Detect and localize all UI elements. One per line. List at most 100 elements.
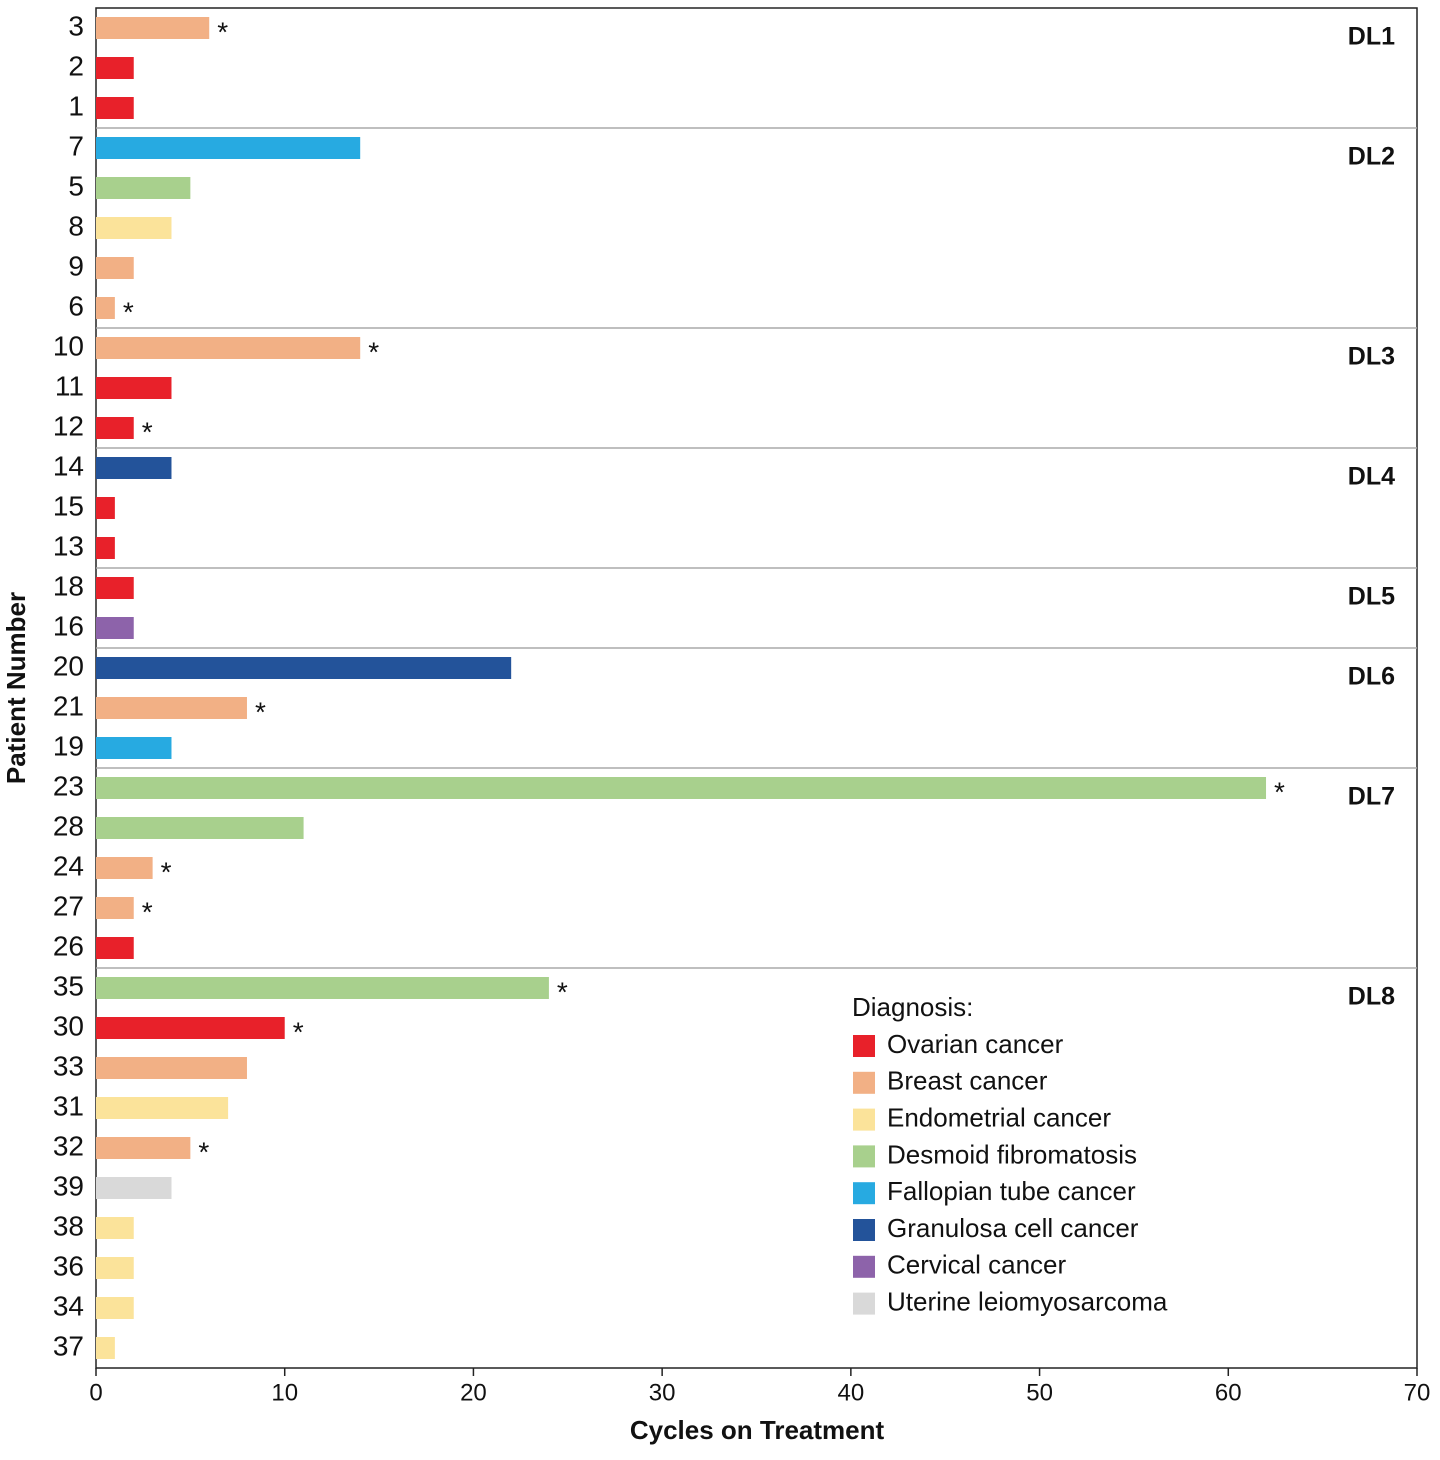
bar xyxy=(96,737,172,759)
legend-swatch xyxy=(853,1292,875,1315)
x-tick-label: 40 xyxy=(838,1379,865,1406)
bar xyxy=(96,177,191,199)
y-tick-label: 32 xyxy=(53,1130,84,1161)
legend-label: Fallopian tube cancer xyxy=(887,1176,1136,1206)
ongoing-marker: * xyxy=(161,856,172,887)
y-tick-label: 37 xyxy=(53,1330,84,1361)
y-tick-label: 8 xyxy=(68,210,84,241)
bar xyxy=(96,97,134,119)
bar xyxy=(96,1337,115,1359)
bar xyxy=(96,1297,134,1319)
legend-label: Endometrial cancer xyxy=(887,1102,1111,1132)
y-tick-label: 36 xyxy=(53,1250,84,1281)
y-tick-label: 10 xyxy=(53,330,84,361)
y-tick-label: 19 xyxy=(53,730,84,761)
bar xyxy=(96,297,115,319)
bar xyxy=(96,817,304,839)
ongoing-marker: * xyxy=(557,976,568,1007)
y-tick-label: 12 xyxy=(53,410,84,441)
bar xyxy=(96,377,172,399)
bar xyxy=(96,777,1267,799)
bar xyxy=(96,1137,191,1159)
y-tick-label: 35 xyxy=(53,970,84,1001)
y-axis-title: Patient Number xyxy=(1,592,31,784)
dose-level-label: DL8 xyxy=(1348,983,1395,1011)
y-tick-label: 7 xyxy=(68,130,84,161)
y-tick-label: 11 xyxy=(55,370,84,401)
y-tick-label: 26 xyxy=(53,930,84,961)
bar xyxy=(96,497,115,519)
y-tick-label: 2 xyxy=(68,50,84,81)
x-axis-title: Cycles on Treatment xyxy=(630,1415,885,1445)
ongoing-marker: * xyxy=(198,1136,209,1167)
bar xyxy=(96,1057,247,1079)
y-tick-label: 21 xyxy=(53,690,84,721)
y-tick-label: 38 xyxy=(53,1210,84,1241)
y-tick-label: 13 xyxy=(53,530,84,561)
y-tick-label: 24 xyxy=(53,850,84,881)
bar xyxy=(96,577,134,599)
y-tick-label: 9 xyxy=(68,250,84,281)
bar xyxy=(96,937,134,959)
dose-level-label: DL5 xyxy=(1348,583,1395,611)
bar xyxy=(96,57,134,79)
dose-level-label: DL1 xyxy=(1348,23,1395,51)
legend-label: Cervical cancer xyxy=(887,1250,1067,1280)
legend-title: Diagnosis: xyxy=(852,992,973,1022)
x-tick-label: 0 xyxy=(89,1379,102,1406)
y-tick-label: 18 xyxy=(53,570,84,601)
y-tick-label: 30 xyxy=(53,1010,84,1041)
legend-label: Ovarian cancer xyxy=(887,1029,1064,1059)
y-tick-label: 34 xyxy=(53,1290,84,1321)
legend-swatch xyxy=(853,1108,875,1131)
bar xyxy=(96,1097,229,1119)
ongoing-marker: * xyxy=(1274,776,1285,807)
x-tick-label: 30 xyxy=(649,1379,676,1406)
bar xyxy=(96,897,134,919)
legend-label: Granulosa cell cancer xyxy=(887,1213,1139,1243)
y-tick-label: 14 xyxy=(53,450,84,481)
x-tick-label: 60 xyxy=(1215,1379,1242,1406)
bar xyxy=(96,1177,172,1199)
dose-level-label: DL3 xyxy=(1348,343,1395,371)
legend-swatch xyxy=(853,1071,875,1094)
x-tick-label: 70 xyxy=(1404,1379,1431,1406)
bar xyxy=(96,417,134,439)
bar xyxy=(96,457,172,479)
legend-swatch xyxy=(853,1182,875,1205)
bar xyxy=(96,657,512,679)
bar xyxy=(96,1257,134,1279)
legend-swatch xyxy=(853,1145,875,1168)
ongoing-marker: * xyxy=(368,336,379,367)
y-tick-label: 1 xyxy=(68,90,84,121)
legend-label: Breast cancer xyxy=(887,1066,1048,1096)
bar xyxy=(96,217,172,239)
y-tick-label: 15 xyxy=(53,490,84,521)
y-tick-label: 39 xyxy=(53,1170,84,1201)
y-tick-label: 20 xyxy=(53,650,84,681)
bar xyxy=(96,857,153,879)
x-tick-label: 10 xyxy=(271,1379,298,1406)
y-tick-label: 16 xyxy=(53,610,84,641)
y-tick-label: 33 xyxy=(53,1050,84,1081)
y-tick-label: 31 xyxy=(53,1090,84,1121)
legend-swatch xyxy=(853,1219,875,1241)
y-tick-label: 23 xyxy=(53,770,84,801)
bar xyxy=(96,617,134,639)
dose-level-label: DL2 xyxy=(1348,143,1395,171)
ongoing-marker: * xyxy=(142,416,153,447)
bar xyxy=(96,1017,285,1039)
legend-swatch xyxy=(853,1255,875,1278)
dose-level-label: DL4 xyxy=(1348,463,1395,491)
bar xyxy=(96,337,361,359)
legend-label: Desmoid fibromatosis xyxy=(887,1139,1137,1169)
legend-swatch xyxy=(853,1035,875,1057)
x-tick-label: 20 xyxy=(460,1379,487,1406)
y-tick-label: 6 xyxy=(68,290,84,321)
y-tick-label: 5 xyxy=(68,170,84,201)
x-tick-label: 50 xyxy=(1026,1379,1053,1406)
bar xyxy=(96,537,115,559)
bar xyxy=(96,17,210,39)
ongoing-marker: * xyxy=(217,16,228,47)
